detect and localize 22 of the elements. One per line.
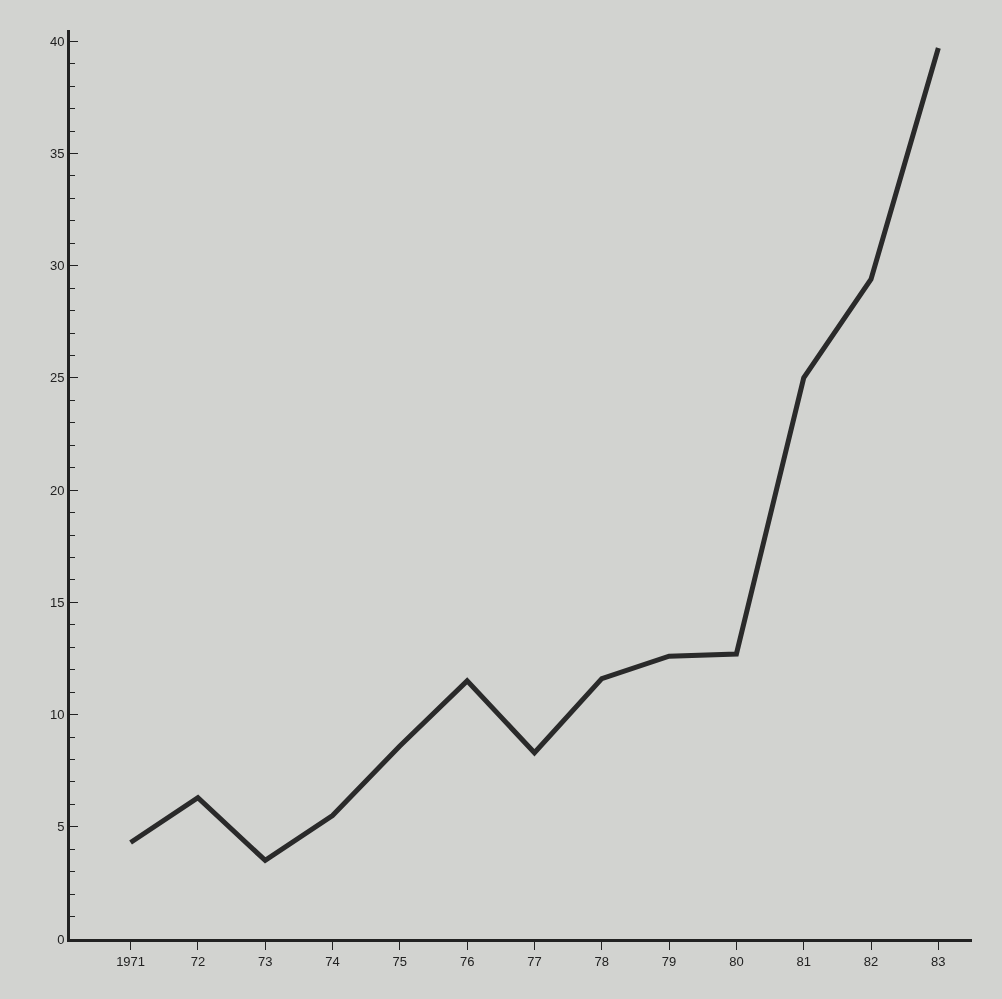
y-tick-label: 35 bbox=[49, 145, 65, 161]
x-tick-label: 77 bbox=[527, 953, 542, 969]
x-tick-label: 81 bbox=[796, 953, 811, 969]
x-tick-label: 73 bbox=[257, 953, 273, 969]
y-tick-label: 30 bbox=[49, 258, 65, 274]
x-tick-label: 76 bbox=[459, 953, 475, 969]
y-tick-label: 10 bbox=[49, 707, 65, 723]
y-tick-label: 20 bbox=[49, 482, 65, 498]
y-tick-label: 5 bbox=[57, 819, 65, 835]
x-tick-label: 82 bbox=[863, 953, 879, 969]
y-tick-label: 25 bbox=[49, 370, 65, 386]
y-tick-label: 40 bbox=[49, 33, 65, 49]
x-tick-label: 72 bbox=[190, 953, 206, 969]
x-tick-label: 83 bbox=[931, 953, 946, 969]
x-tick-label: 80 bbox=[729, 953, 744, 969]
y-tick-label: 0 bbox=[57, 931, 65, 947]
x-tick-label: 1971 bbox=[116, 953, 146, 969]
x-tick-label: 74 bbox=[325, 953, 340, 969]
y-tick-label: 15 bbox=[49, 594, 65, 610]
x-tick-label: 75 bbox=[392, 953, 408, 969]
x-tick-label: 78 bbox=[594, 953, 610, 969]
x-tick-label: 79 bbox=[661, 953, 677, 969]
